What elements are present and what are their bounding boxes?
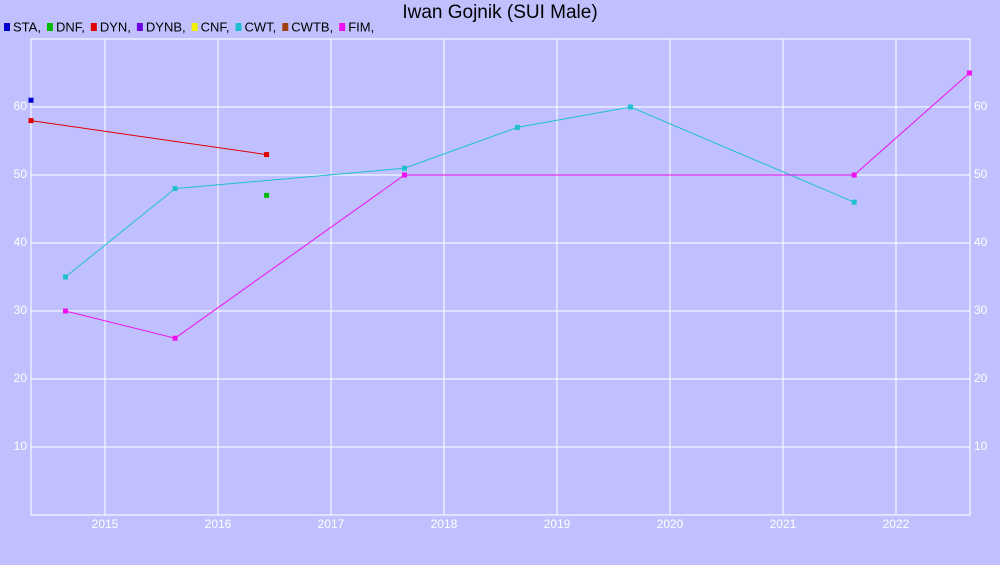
x-tick-label: 2022: [883, 517, 910, 531]
point-marker: [514, 124, 520, 130]
point-marker: [62, 308, 68, 314]
point-marker: [62, 274, 68, 280]
x-tick-label: 2020: [657, 517, 684, 531]
x-tick-label: 2017: [318, 517, 345, 531]
legend-label: CWT,: [245, 19, 277, 34]
legend-swatch: [339, 23, 346, 31]
point-marker: [28, 97, 34, 103]
legend-swatch: [235, 23, 242, 31]
series-line: [65, 72, 970, 339]
y2-tick-label: 40: [974, 235, 988, 249]
y-tick-label: 20: [14, 371, 28, 385]
legend-swatch: [4, 23, 10, 31]
legend-label: CNF,: [201, 19, 230, 34]
y-tick-label: 40: [14, 235, 28, 249]
x-tick-label: 2016: [205, 517, 232, 531]
y2-tick-label: 60: [974, 99, 988, 113]
point-marker: [172, 186, 178, 192]
chart-title: Iwan Gojnik (SUI Male): [402, 2, 597, 23]
legend-swatch: [90, 23, 97, 31]
x-tick-label: 2018: [431, 517, 458, 531]
point-marker: [172, 335, 178, 341]
point-marker: [401, 172, 407, 178]
legend-label: STA,: [13, 19, 41, 34]
y-tick-label: 10: [14, 439, 28, 453]
point-marker: [264, 152, 270, 158]
point-marker: [401, 165, 407, 171]
legend-label: DYN,: [100, 19, 131, 34]
point-marker: [28, 118, 34, 124]
y-tick-label: 60: [14, 99, 28, 113]
point-marker: [264, 192, 270, 198]
y2-tick-label: 50: [974, 167, 988, 181]
y-tick-label: 50: [14, 167, 28, 181]
legend-swatch: [191, 23, 198, 31]
y-tick-label: 30: [14, 303, 28, 317]
point-marker: [851, 199, 857, 205]
point-marker: [851, 172, 857, 178]
y2-tick-label: 10: [974, 439, 988, 453]
point-marker: [966, 70, 972, 76]
series-line: [65, 106, 855, 278]
series-line: [30, 120, 267, 156]
x-tick-label: 2015: [92, 517, 119, 531]
x-tick-label: 2021: [770, 517, 797, 531]
plot-area: [30, 38, 971, 516]
legend-swatch: [282, 23, 289, 31]
legend-label: FIM,: [348, 19, 374, 34]
legend-swatch: [136, 23, 143, 31]
y2-tick-label: 20: [974, 371, 988, 385]
x-tick-label: 2019: [544, 517, 571, 531]
legend-label: DYNB,: [146, 19, 186, 34]
legend-label: CWTB,: [291, 19, 333, 34]
y2-tick-label: 30: [974, 303, 988, 317]
legend-swatch: [46, 23, 53, 31]
legend-label: DNF,: [56, 19, 85, 34]
point-marker: [627, 104, 633, 110]
